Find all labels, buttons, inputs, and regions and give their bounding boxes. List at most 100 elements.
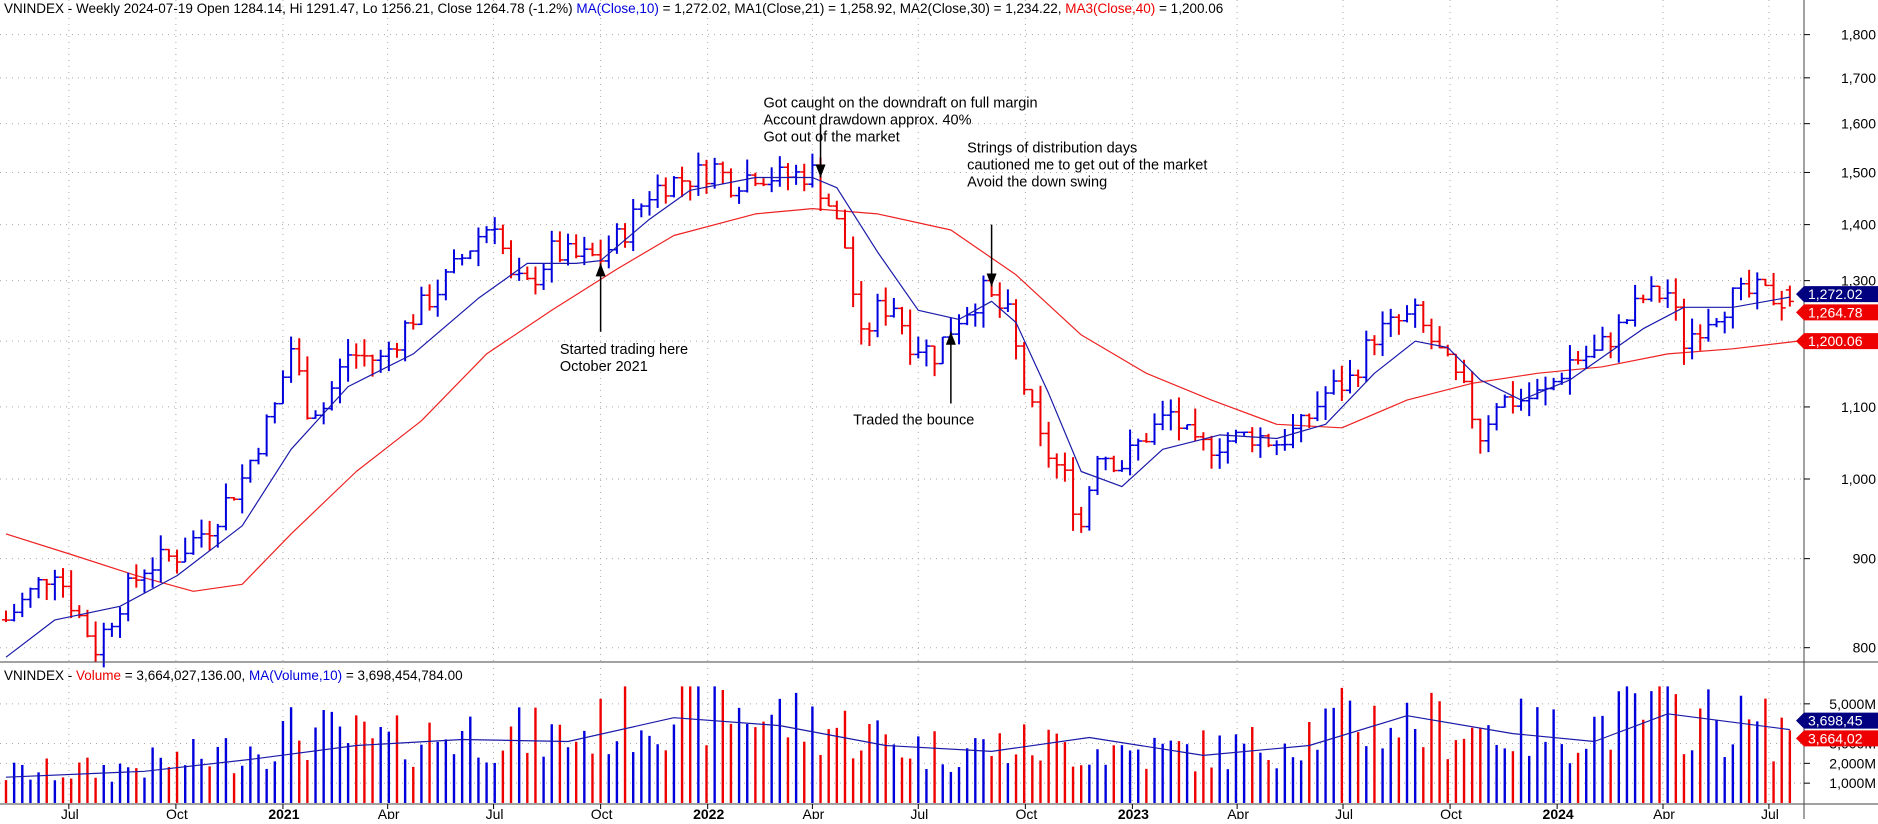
price-bar: [335, 358, 344, 404]
y-tick-label: 800: [1853, 640, 1877, 656]
price-bar: [1590, 334, 1599, 359]
price-bar: [661, 177, 670, 204]
price-bar: [18, 592, 27, 618]
annotation-text: Traded the bounce: [853, 412, 974, 428]
price-bar: [1207, 435, 1216, 469]
x-tick-label: Jul: [1761, 806, 1779, 819]
annotation-text: Avoid the down swing: [967, 175, 1107, 191]
price-bar: [751, 172, 760, 187]
x-tick-label: Apr: [1227, 806, 1249, 819]
price-bar: [156, 535, 165, 583]
annotation-text: Got out of the market: [764, 129, 900, 145]
price-bar: [1101, 456, 1110, 471]
price-bar: [832, 200, 841, 220]
price-bar: [1394, 314, 1403, 335]
price-bar: [1598, 326, 1607, 351]
annotations: Got caught on the downdraft on full marg…: [560, 95, 1207, 428]
price-bar: [1745, 269, 1754, 298]
price-bar: [1533, 378, 1542, 400]
x-tick-label: 2021: [268, 806, 299, 819]
price-bar: [1622, 319, 1631, 325]
price-bar: [1785, 285, 1794, 307]
price-bar: [34, 577, 43, 599]
price-bar: [637, 203, 646, 218]
price-bar: [1052, 453, 1061, 479]
price-bar: [979, 275, 988, 328]
price-bar: [531, 266, 540, 295]
price-bar: [1280, 429, 1289, 451]
price-tag-ma3-label: 1,200.06: [1808, 333, 1863, 349]
price-bar: [1223, 432, 1232, 464]
price-bar: [1525, 382, 1534, 417]
price-bar: [287, 336, 296, 383]
price-bar: [1720, 311, 1729, 334]
price-tag-ma: 1,272.02: [1796, 286, 1878, 303]
price-bar: [555, 231, 564, 263]
price-bar: [1117, 460, 1126, 472]
volume-legend: VNINDEX - Volume = 3,664,027,136.00, MA(…: [4, 668, 463, 683]
price-bar: [482, 226, 491, 244]
price-bar: [1028, 388, 1037, 408]
price-bar: [792, 164, 801, 185]
x-tick-label: Jul: [486, 806, 504, 819]
price-bar: [1272, 440, 1281, 456]
price-tag-ma-label: 1,272.02: [1808, 286, 1863, 302]
price-bar: [189, 530, 198, 555]
price-bar: [173, 549, 182, 574]
price-tag-ma3: 1,200.06: [1796, 333, 1878, 350]
price-bar: [1142, 433, 1151, 443]
price-bar: [1337, 365, 1346, 402]
price-bar: [26, 587, 35, 608]
x-tick-label: Jul: [910, 806, 928, 819]
price-bar: [1500, 394, 1509, 408]
y-tick-label: 1,300: [1841, 273, 1876, 289]
price-bar: [392, 342, 401, 358]
price-bar: [270, 402, 279, 424]
price-bar: [1492, 403, 1501, 431]
price-bar: [1362, 330, 1371, 383]
annotation-text: cautioned me to get out of the market: [967, 158, 1207, 174]
price-bars: [2, 152, 1794, 668]
price-bar: [246, 459, 255, 483]
price-bar: [604, 235, 613, 269]
price-bar: [50, 569, 59, 601]
price-bar: [99, 622, 108, 668]
y-tick-label: 1,500: [1841, 164, 1876, 180]
price-bar: [132, 564, 141, 588]
annotation-text: Got caught on the downdraft on full marg…: [764, 95, 1038, 111]
price-bar: [922, 339, 931, 367]
annotation-text: Account drawdown approx. 40%: [764, 112, 972, 128]
axis-labels: 8009001,0001,1001,2001,3001,4001,5001,60…: [61, 27, 1877, 822]
annotation-text: Started trading here: [560, 342, 688, 358]
price-bar: [107, 622, 116, 637]
price-bar: [1631, 284, 1640, 327]
ma3-close-40-line: [5, 208, 1799, 592]
price-bar: [83, 609, 92, 638]
price-bar: [311, 410, 320, 419]
price-bar: [808, 153, 817, 188]
arrow-head-icon: [815, 164, 826, 178]
price-bar: [458, 253, 467, 266]
ma-line: [5, 176, 1791, 658]
price-bar: [42, 578, 51, 601]
price-bar: [1378, 311, 1387, 357]
price-bar: [1761, 278, 1770, 287]
x-tick-label: 2022: [693, 806, 724, 819]
price-bar: [1174, 397, 1183, 441]
price-bar: [1346, 359, 1354, 394]
price-bar: [710, 157, 719, 189]
price-bar: [1468, 371, 1477, 429]
price-bar: [669, 176, 678, 198]
x-tick-label: 2023: [1118, 806, 1149, 819]
price-bar: [743, 159, 752, 193]
price-bar: [1484, 415, 1493, 453]
price-bar: [1044, 421, 1053, 468]
price-bar: [401, 320, 410, 362]
price-bar: [2, 610, 10, 623]
arrow-head-icon: [945, 331, 956, 345]
price-bar: [1134, 438, 1143, 461]
price-bar: [1305, 413, 1314, 428]
price-bar: [1663, 279, 1672, 308]
